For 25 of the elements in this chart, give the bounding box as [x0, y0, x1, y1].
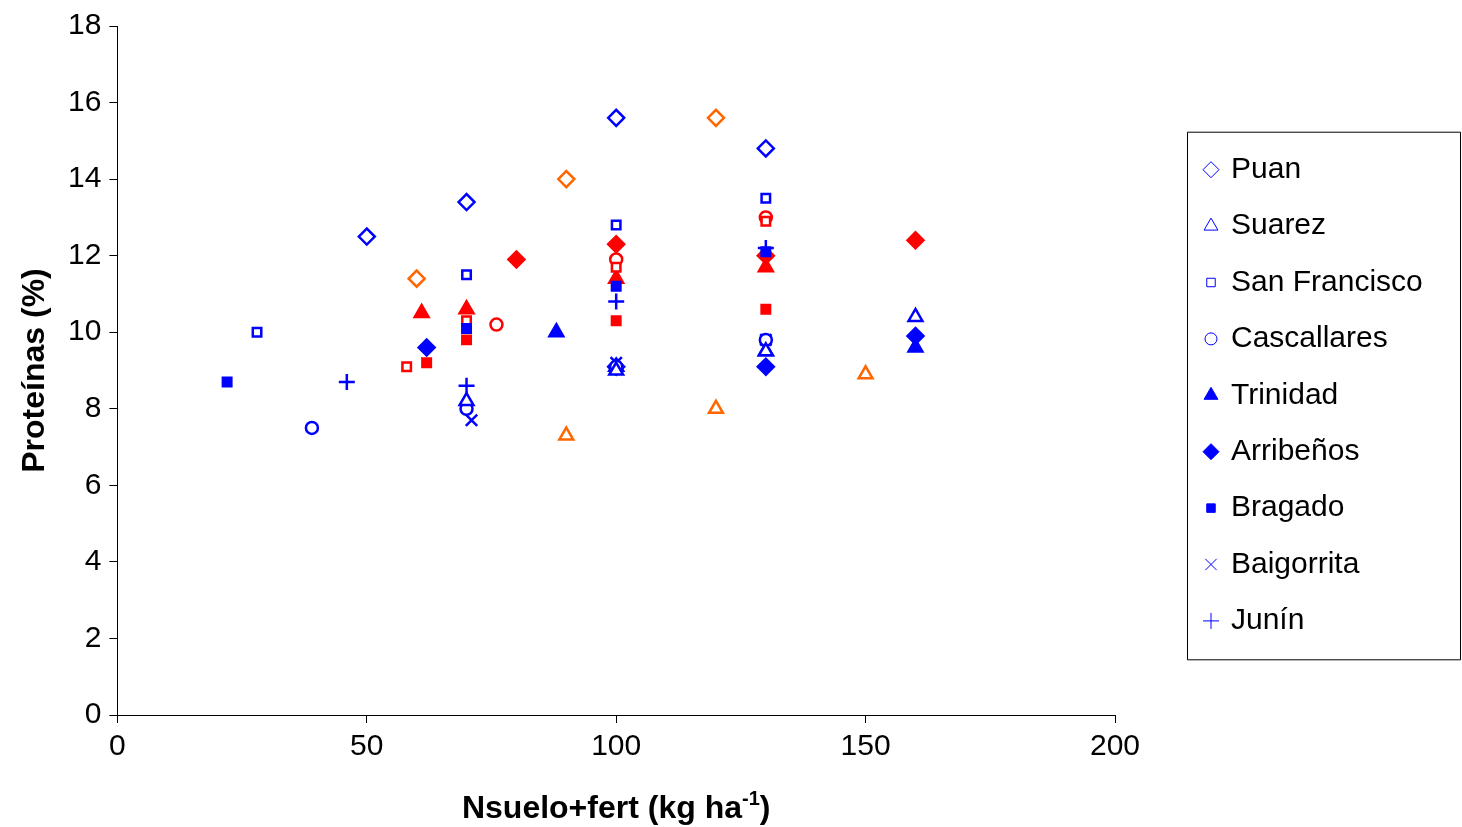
- y-tick-label: 8: [84, 390, 102, 424]
- y-tick-label: 0: [84, 696, 102, 730]
- x-tick-label: 200: [1089, 728, 1141, 762]
- y-tick-label: 16: [67, 83, 102, 117]
- y-tick-label: 2: [84, 619, 102, 653]
- legend-label: Trinidad: [1231, 376, 1339, 410]
- y-tick-label: 12: [67, 236, 102, 270]
- x-tick-label: 50: [350, 728, 384, 762]
- y-axis-title: Proteínas (%): [15, 268, 51, 473]
- x-tick-label: 100: [591, 728, 642, 762]
- y-tick-label: 4: [84, 543, 102, 577]
- legend-label: Baigorrita: [1231, 545, 1360, 579]
- x-tick-label: 150: [840, 728, 891, 762]
- y-tick-label: 10: [67, 313, 102, 347]
- legend-label: San Francisco: [1231, 263, 1423, 297]
- legend-label: Suarez: [1231, 207, 1327, 241]
- legend-label: Arribeños: [1231, 432, 1360, 466]
- y-tick-label: 6: [84, 466, 102, 500]
- legend-label: Cascallares: [1231, 320, 1388, 354]
- legend-label: Bragado: [1231, 489, 1345, 523]
- y-tick-label: 14: [67, 160, 102, 194]
- x-tick-label: 0: [109, 728, 126, 762]
- legend-label: Junín: [1231, 602, 1305, 636]
- legend-label: Puan: [1231, 150, 1302, 184]
- y-tick-label: 18: [67, 7, 102, 41]
